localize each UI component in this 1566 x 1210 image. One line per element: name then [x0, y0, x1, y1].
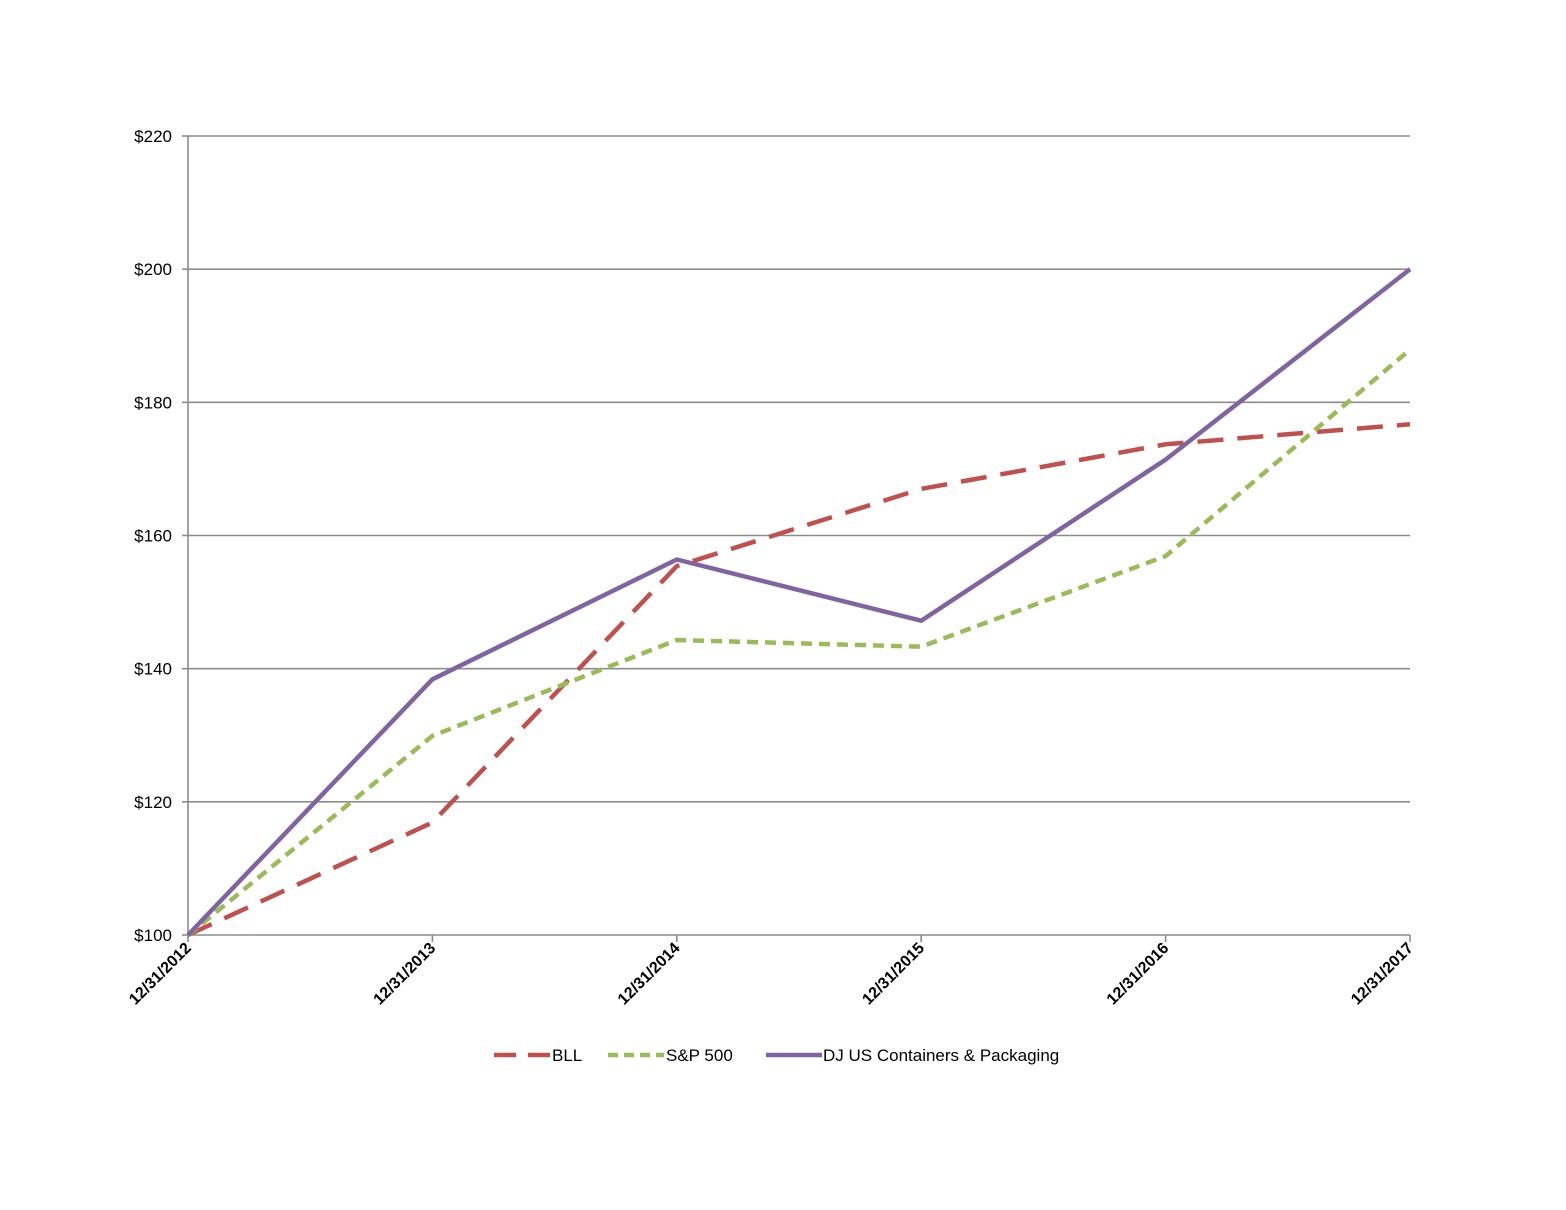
series-lines	[186, 267, 1412, 938]
y-tick-label: $120	[134, 793, 172, 812]
series-line-1	[186, 347, 1412, 937]
y-tick-label: $140	[134, 660, 172, 679]
y-axis-tick-labels: $100 $120 $140 $160 $180 $200 $220	[134, 127, 172, 945]
y-tick-label: $160	[134, 527, 172, 546]
x-tick-label: 12/31/2016	[1104, 940, 1173, 1009]
x-tick-label: 12/31/2017	[1348, 940, 1417, 1009]
series-line-0	[187, 422, 1411, 938]
y-tick-label: $200	[134, 260, 172, 279]
x-tick-label: 12/31/2015	[859, 940, 928, 1009]
x-tick-label: 12/31/2012	[126, 940, 195, 1009]
series-line-2	[186, 267, 1412, 937]
x-tick-label: 12/31/2014	[615, 940, 684, 1009]
y-tick-label: $220	[134, 127, 172, 146]
x-axis-tick-labels: 12/31/2012 12/31/2013 12/31/2014 12/31/2015…	[126, 940, 1417, 1009]
legend-label: BLL	[552, 1046, 582, 1065]
legend: BLL S&P 500 DJ US Containers & Packaging	[494, 1046, 1059, 1065]
x-tick-label: 12/31/2013	[371, 940, 440, 1009]
axes	[182, 135, 1411, 942]
legend-label: S&P 500	[666, 1046, 733, 1065]
legend-label: DJ US Containers & Packaging	[823, 1046, 1059, 1065]
y-tick-label: $100	[134, 926, 172, 945]
gridlines	[188, 135, 1410, 936]
y-tick-label: $180	[134, 393, 172, 412]
